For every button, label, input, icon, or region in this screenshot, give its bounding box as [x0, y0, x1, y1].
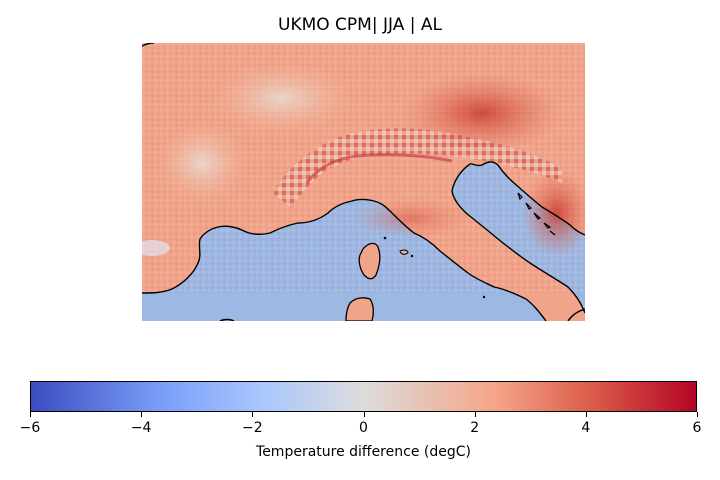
colorbar-label: Temperature difference (degC): [256, 444, 471, 460]
colorbar-tick: [474, 412, 476, 417]
warm-patch-balkan: [522, 168, 585, 258]
colorbar-tick-label: −6: [19, 420, 41, 436]
coastline-se: [567, 308, 585, 321]
cool-patch-north: [212, 63, 352, 133]
colorbar-tick-label: −2: [242, 420, 263, 436]
colorbar-tick-label: 2: [470, 420, 480, 436]
alps-arc: [272, 128, 562, 208]
coastline: [451, 161, 585, 314]
corsica-island: [358, 242, 381, 280]
coastline-nw-corner: [142, 43, 155, 47]
dalmatian-islands: [517, 192, 556, 236]
sardinia-island: [345, 297, 374, 321]
colorbar-tick-label: 4: [581, 420, 591, 436]
elba-island: [399, 249, 409, 255]
plot-title: UKMO CPM| JJA | AL: [278, 15, 442, 35]
colorbar-tick: [363, 412, 365, 417]
temperature-difference-map: [142, 43, 585, 321]
colorbar-tick: [585, 412, 587, 417]
cool-patch-west: [157, 123, 247, 203]
colorbar-tick: [697, 412, 698, 417]
islet: [410, 254, 414, 258]
warm-patch-po-valley: [352, 198, 472, 238]
colorbar-gradient: [30, 381, 697, 412]
colorbar-tick: [252, 412, 254, 417]
colorbar-tick: [141, 412, 143, 417]
cool-spot-sw: [142, 240, 170, 256]
coastline-west: [142, 198, 547, 321]
map-canvas: [142, 43, 585, 321]
colorbar-tick-label: −4: [130, 420, 152, 436]
islet: [383, 236, 387, 240]
colorbar-tick-label: 6: [692, 420, 702, 436]
coastline-bottom-fragment: [219, 318, 235, 321]
islet: [482, 295, 486, 299]
alps-ridge: [305, 153, 453, 184]
colorbar-tick: [30, 412, 31, 417]
colorbar: [30, 381, 697, 412]
colorbar-tick-label: 0: [359, 420, 368, 436]
